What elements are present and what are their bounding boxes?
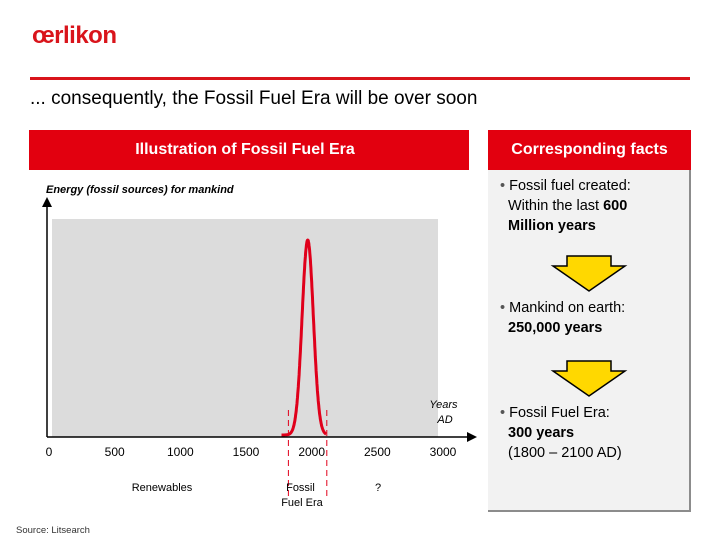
- fact-value: 250,000 years: [508, 320, 603, 336]
- x-axis-label-line: AD: [436, 414, 452, 426]
- top-divider: [30, 77, 690, 80]
- illustration-header: Illustration of Fossil Fuel Era: [29, 130, 469, 170]
- region-label-renewables: Renewables: [132, 482, 193, 494]
- fact-item-fossil-era: • Fossil Fuel Era: 300 years (1800 – 210…: [500, 403, 622, 463]
- era-boundary-lines: [287, 410, 328, 500]
- facts-header: Corresponding facts: [488, 130, 691, 170]
- x-tick-labels: 0 500 1000 1500 2000 2500 3000: [46, 445, 457, 459]
- region-label-unknown: ?: [375, 482, 381, 494]
- region-label-line: Fossil: [286, 482, 315, 494]
- region-label-fossil-era: Fossil Fuel Era: [281, 482, 323, 509]
- x-tick-label: 1000: [167, 445, 194, 459]
- plot-area: [52, 219, 438, 437]
- x-tick-label: 2000: [298, 445, 325, 459]
- source-note: Source: Litsearch: [16, 525, 90, 536]
- x-axis-label: Years AD: [429, 399, 460, 426]
- fact-line: (1800 – 2100 AD): [508, 445, 622, 461]
- bullet: •: [500, 300, 506, 316]
- fact-line: Fossil Fuel Era:: [509, 405, 610, 421]
- x-tick-label: 3000: [430, 445, 457, 459]
- x-tick-label: 1500: [233, 445, 260, 459]
- fact-item-mankind: • Mankind on earth: 250,000 years: [500, 298, 625, 338]
- y-axis-label: Energy (fossil sources) for mankind: [46, 184, 234, 196]
- fact-value: Million years: [508, 218, 596, 234]
- illustration-header-label: Illustration of Fossil Fuel Era: [135, 141, 355, 158]
- facts-panel: [488, 170, 691, 512]
- oerlikon-logo: œrlikon: [32, 22, 117, 49]
- facts-header-label: Corresponding facts: [511, 141, 668, 158]
- bullet: •: [500, 405, 506, 421]
- bullet: •: [500, 178, 506, 194]
- fact-value: 300 years: [508, 425, 575, 441]
- fact-item-fossil-created: • Fossil fuel created: Within the last 6…: [500, 176, 631, 236]
- x-tick-label: 500: [105, 445, 125, 459]
- x-tick-label: 2500: [364, 445, 391, 459]
- x-axis-arrow-icon: [467, 432, 477, 442]
- region-label-line: Fuel Era: [281, 497, 323, 509]
- fact-value: 600: [603, 198, 628, 214]
- fact-line: Mankind on earth:: [509, 300, 626, 316]
- page-title: ... consequently, the Fossil Fuel Era wi…: [30, 88, 478, 109]
- energy-curve: [280, 238, 328, 437]
- x-tick-label: 0: [46, 445, 53, 459]
- fact-line: Within the last: [508, 198, 604, 214]
- x-axis-label-line: Years: [429, 399, 458, 411]
- fact-line: Fossil fuel created:: [509, 178, 631, 194]
- y-axis-arrow-icon: [42, 197, 52, 207]
